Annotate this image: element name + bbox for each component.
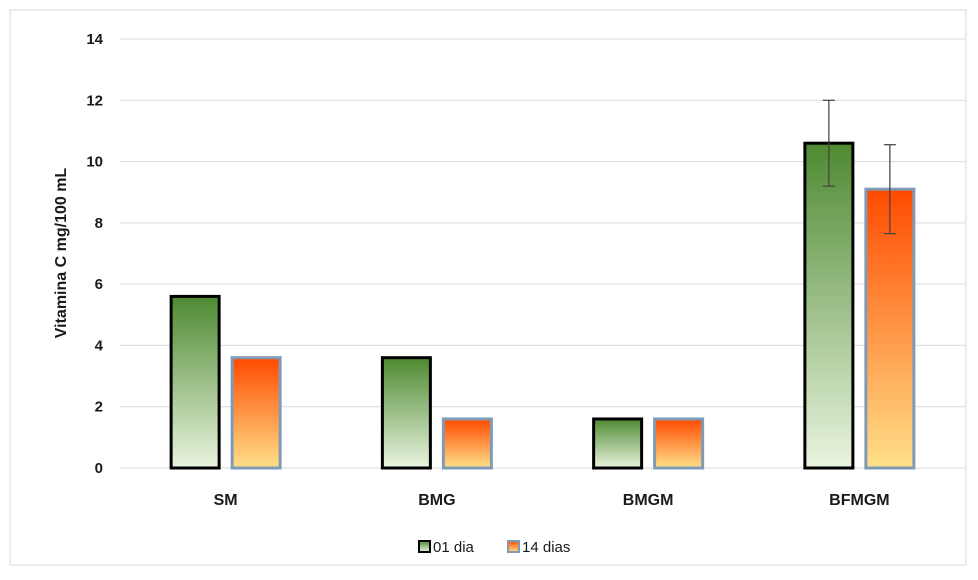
y-tick-label: 12	[86, 92, 103, 109]
y-axis-label: Vitamina C mg/100 mL	[53, 168, 70, 339]
bar-bmg-series-1	[380, 356, 432, 470]
y-tick-label: 6	[95, 276, 103, 293]
y-axis-ticks: 0 2 4 6 8 10 12 14	[86, 31, 103, 477]
x-tick-label: SM	[214, 492, 238, 509]
legend-swatch	[418, 540, 431, 553]
y-tick-label: 0	[95, 460, 103, 477]
legend: 01 dia 14 dias	[418, 539, 570, 556]
error-bars	[822, 99, 896, 235]
bar-bmgm-series-2	[653, 417, 705, 470]
y-tick-label: 10	[86, 154, 103, 171]
bar-bmgm-series-1	[592, 417, 644, 470]
x-tick-label: BMGM	[623, 492, 674, 509]
x-axis-labels: SM BMG BMGM BFMGM	[214, 492, 890, 509]
bars	[169, 141, 916, 470]
legend-label: 14 dias	[522, 539, 570, 556]
bar-bfmgm-series-1	[803, 141, 855, 470]
x-tick-label: BFMGM	[829, 492, 889, 509]
bar-sm-series-1	[169, 294, 221, 470]
legend-swatch	[507, 540, 520, 553]
bar-bfmgm-series-2	[864, 187, 916, 470]
bar-bmg-series-2	[441, 417, 493, 470]
y-tick-label: 8	[95, 215, 103, 232]
y-tick-label: 4	[95, 337, 104, 354]
y-tick-label: 14	[86, 31, 103, 48]
y-tick-label: 2	[95, 399, 103, 416]
x-tick-label: BMG	[418, 492, 455, 509]
bar-sm-series-2	[230, 356, 282, 470]
legend-label: 01 dia	[433, 539, 475, 556]
